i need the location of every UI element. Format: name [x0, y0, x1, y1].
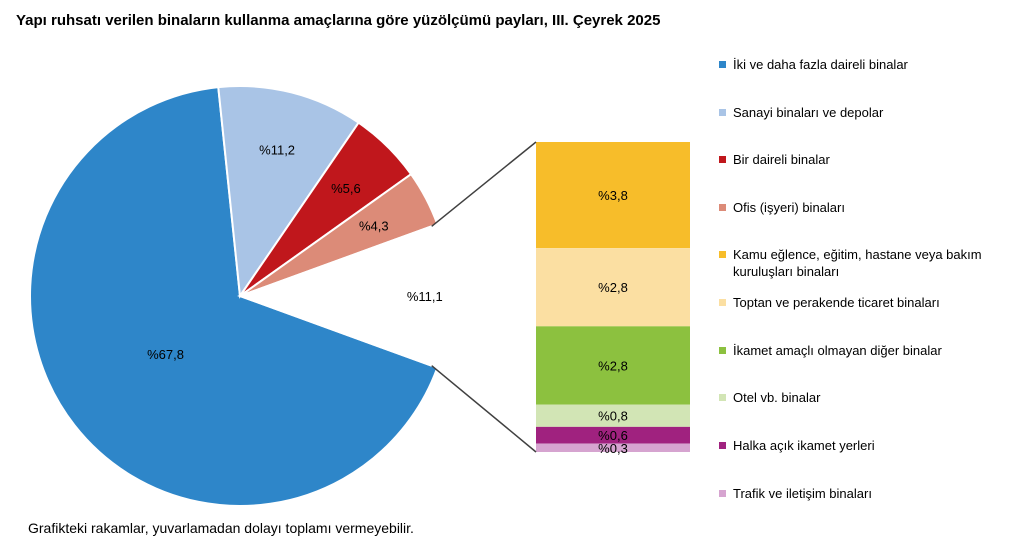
- legend-item-i-kamet-amacli-olmayan-diger-binalar: İkamet amaçlı olmayan diğer binalar: [719, 342, 1009, 359]
- legend-swatch: [719, 442, 726, 449]
- bar-segment-halka-acik-ikamet-yerleri: [536, 426, 690, 444]
- legend-swatch: [719, 109, 726, 116]
- legend-label: Ofis (işyeri) binaları: [733, 200, 845, 215]
- bar-label-trafik-ve-iletisim-binalari: %0,3: [598, 441, 628, 456]
- legend-label: İki ve daha fazla daireli binalar: [733, 57, 908, 72]
- legend-swatch: [719, 251, 726, 258]
- legend-label: İkamet amaçlı olmayan diğer binalar: [733, 343, 942, 358]
- legend-swatch: [719, 156, 726, 163]
- pie-slice-diger: [237, 222, 451, 370]
- bar-segment-kamu-eglence-egitim-hastane-veya-bakim-kuruluslari-binalari: [536, 142, 690, 249]
- legend-label: Toptan ve perakende ticaret binaları: [733, 295, 940, 310]
- pie-label-diger: %11,1: [407, 289, 443, 304]
- legend-label: Otel vb. binalar: [733, 390, 821, 405]
- bar-label-halka-acik-ikamet-yerleri: %0,6: [598, 428, 628, 443]
- pie-slice-i-ki-ve-daha-fazla-daireli-binalar: [29, 86, 439, 507]
- legend-item-sanayi-binalari-ve-depolar: Sanayi binaları ve depolar: [719, 104, 1009, 121]
- pie-label-ofis-isyeri-binalari: %4,3: [359, 219, 389, 234]
- pie-label-bir-daireli-binalar: %5,6: [331, 181, 361, 196]
- bar-label-toptan-ve-perakende-ticaret-binalari: %2,8: [598, 280, 628, 295]
- bar-label-kamu-eglence-egitim-hastane-veya-bakim-kuruluslari-binalari: %3,8: [598, 188, 628, 203]
- legend-item-i-ki-ve-daha-fazla-daireli-binalar: İki ve daha fazla daireli binalar: [719, 56, 1009, 73]
- legend-label: Bir daireli binalar: [733, 152, 830, 167]
- bar-segment-otel-vb-binalar: [536, 404, 690, 427]
- connector-line-top: [431, 141, 537, 227]
- legend-swatch: [719, 490, 726, 497]
- bar-label-otel-vb-binalar: %0,8: [598, 409, 628, 424]
- chart-legend: İki ve daha fazla daireli binalar Sanayi …: [719, 0, 1019, 520]
- connector-line-bottom: [431, 365, 537, 453]
- bar-label-i-kamet-amacli-olmayan-diger-binalar: %2,8: [598, 358, 628, 373]
- legend-label: Halka açık ikamet yerleri: [733, 438, 875, 453]
- legend-item-trafik-ve-iletisim-binalari: Trafik ve iletişim binaları: [719, 485, 1009, 502]
- legend-swatch: [719, 394, 726, 401]
- pie-label-i-ki-ve-daha-fazla-daireli-binalar: %67,8: [147, 347, 184, 362]
- legend-label: Kamu eğlence, eğitim, hastane veya bakım…: [733, 247, 982, 279]
- bar-segment-trafik-ve-iletisim-binalari: [536, 443, 690, 452]
- legend-label: Sanayi binaları ve depolar: [733, 105, 884, 120]
- legend-item-bir-daireli-binalar: Bir daireli binalar: [719, 151, 1009, 168]
- legend-label: Trafik ve iletişim binaları: [733, 486, 872, 501]
- legend-swatch: [719, 299, 726, 306]
- legend-swatch: [719, 61, 726, 68]
- legend-item-kamu-eglence-egitim-hastane-veya-bakim-kuruluslari-binalari: Kamu eğlence, eğitim, hastane veya bakım…: [719, 246, 1009, 280]
- pie-label-sanayi-binalari-ve-depolar: %11,2: [259, 142, 295, 157]
- pie-slice-sanayi-binalari-ve-depolar: [217, 85, 360, 299]
- chart-title: Yapı ruhsatı verilen binaların kullanma …: [16, 12, 661, 29]
- legend-item-ofis-isyeri-binalari: Ofis (işyeri) binaları: [719, 199, 1009, 216]
- legend-item-otel-vb-binalar: Otel vb. binalar: [719, 389, 1009, 406]
- legend-swatch: [719, 347, 726, 354]
- bar-segment-i-kamet-amacli-olmayan-diger-binalar: [536, 326, 690, 405]
- legend-item-halka-acik-ikamet-yerleri: Halka açık ikamet yerleri: [719, 437, 1009, 454]
- bar-segment-toptan-ve-perakende-ticaret-binalari: [536, 248, 690, 327]
- legend-item-toptan-ve-perakende-ticaret-binalari: Toptan ve perakende ticaret binaları: [719, 294, 1009, 311]
- footnote: Grafikteki rakamlar, yuvarlamadan dolayı…: [28, 520, 414, 536]
- legend-swatch: [719, 204, 726, 211]
